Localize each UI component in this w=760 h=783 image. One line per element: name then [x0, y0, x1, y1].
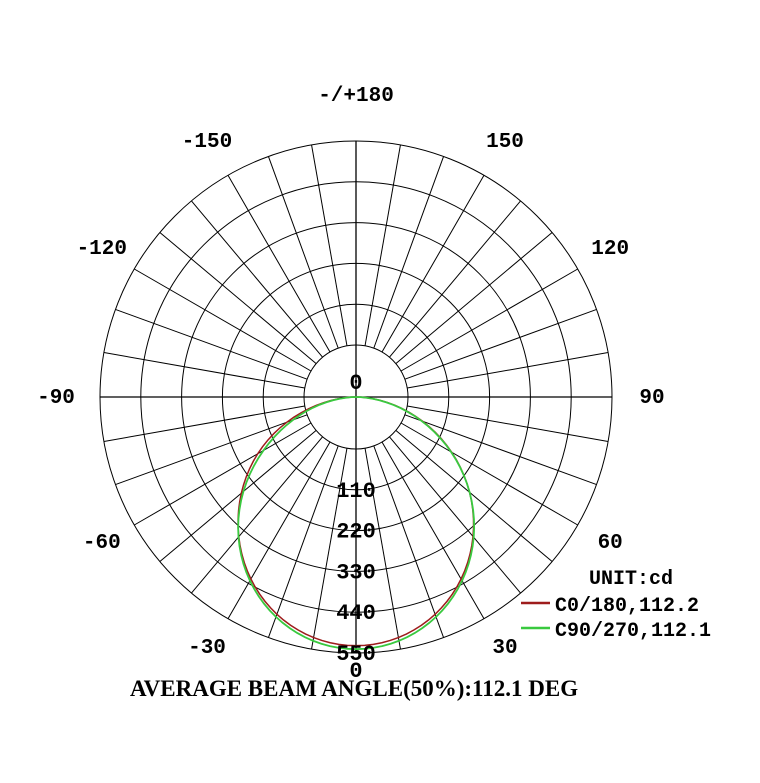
svg-text:220: 220 [336, 520, 376, 545]
svg-text:60: 60 [598, 532, 623, 555]
svg-text:330: 330 [336, 560, 376, 585]
svg-text:-120: -120 [77, 238, 127, 261]
svg-text:440: 440 [336, 601, 376, 626]
svg-text:120: 120 [591, 238, 629, 261]
svg-text:C0/180,112.2: C0/180,112.2 [555, 595, 699, 618]
svg-text:90: 90 [639, 387, 664, 410]
svg-text:-90: -90 [37, 387, 75, 410]
svg-text:-150: -150 [182, 131, 232, 154]
svg-text:-/+180: -/+180 [318, 85, 394, 108]
svg-text:110: 110 [336, 479, 376, 504]
svg-text:150: 150 [486, 131, 524, 154]
svg-text:30: 30 [492, 637, 517, 660]
svg-text:0: 0 [349, 371, 362, 396]
svg-text:C90/270,112.1: C90/270,112.1 [555, 620, 711, 643]
svg-text:-30: -30 [188, 637, 226, 660]
svg-text:-60: -60 [83, 532, 121, 555]
svg-text:AVERAGE BEAM ANGLE(50%):112.1: AVERAGE BEAM ANGLE(50%):112.1 DEG [130, 676, 578, 701]
svg-text:UNIT:cd: UNIT:cd [589, 568, 673, 591]
